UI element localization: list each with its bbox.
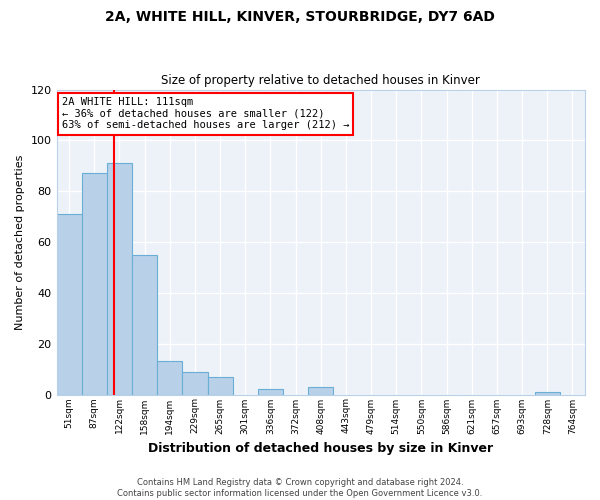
- Text: 2A, WHITE HILL, KINVER, STOURBRIDGE, DY7 6AD: 2A, WHITE HILL, KINVER, STOURBRIDGE, DY7…: [105, 10, 495, 24]
- Bar: [82, 174, 107, 394]
- Bar: [132, 254, 157, 394]
- Bar: [208, 376, 233, 394]
- Y-axis label: Number of detached properties: Number of detached properties: [15, 154, 25, 330]
- Bar: [107, 164, 132, 394]
- Bar: [258, 390, 283, 394]
- Title: Size of property relative to detached houses in Kinver: Size of property relative to detached ho…: [161, 74, 480, 87]
- Text: 2A WHITE HILL: 111sqm
← 36% of detached houses are smaller (122)
63% of semi-det: 2A WHITE HILL: 111sqm ← 36% of detached …: [62, 97, 349, 130]
- Bar: [182, 372, 208, 394]
- Bar: [535, 392, 560, 394]
- Bar: [56, 214, 82, 394]
- Text: Contains HM Land Registry data © Crown copyright and database right 2024.
Contai: Contains HM Land Registry data © Crown c…: [118, 478, 482, 498]
- X-axis label: Distribution of detached houses by size in Kinver: Distribution of detached houses by size …: [148, 442, 493, 455]
- Bar: [308, 387, 334, 394]
- Bar: [157, 362, 182, 394]
